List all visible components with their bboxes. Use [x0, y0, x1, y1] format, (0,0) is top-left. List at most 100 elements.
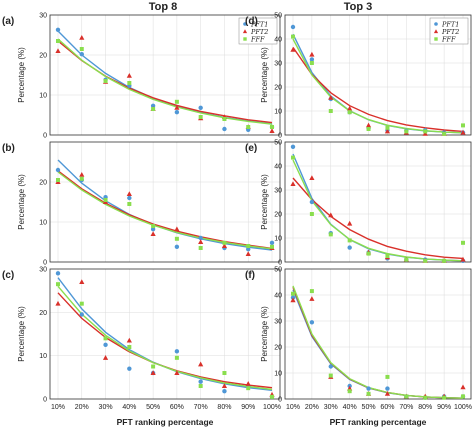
plot-frame — [49, 141, 281, 263]
point-fff — [270, 244, 274, 249]
point-fff — [291, 155, 295, 160]
y-axis-label: Percentage (%) — [17, 174, 26, 230]
y-tick-label: 20 — [274, 85, 282, 92]
point-fff — [442, 395, 447, 400]
point-fff — [56, 178, 60, 182]
point-pft1 — [366, 386, 371, 391]
point-fff — [270, 394, 274, 399]
point-fff — [385, 125, 390, 130]
panel-label: (c) — [2, 270, 14, 281]
point-fff — [222, 117, 227, 121]
point-pft1 — [347, 245, 352, 250]
x-axis-label: PFT ranking percentage — [330, 417, 427, 427]
point-fff — [366, 251, 371, 256]
y-axis-label: Percentage (%) — [260, 306, 269, 362]
point-pft1 — [222, 389, 227, 394]
point-pft1 — [290, 144, 296, 149]
point-pft2 — [384, 128, 391, 134]
y-tick-label: 30 — [274, 319, 282, 326]
panel-label: (a) — [2, 16, 14, 27]
x-tick-label: 10% — [286, 404, 300, 411]
point-fff — [174, 355, 179, 360]
point-fff — [198, 115, 203, 119]
point-pft1 — [174, 349, 180, 354]
point-pft1 — [385, 386, 390, 391]
point-pft1 — [198, 105, 203, 111]
point-pft1 — [55, 167, 61, 173]
point-pft1 — [150, 103, 156, 109]
point-fff — [404, 257, 409, 262]
point-pft1 — [290, 24, 296, 30]
y-tick-label: 10 — [39, 220, 47, 227]
point-pft1 — [328, 364, 333, 369]
legend-marker — [243, 22, 247, 26]
point-fff — [461, 123, 465, 128]
x-tick-label: 80% — [418, 404, 432, 411]
point-fff — [309, 289, 314, 294]
point-pft2 — [198, 361, 204, 367]
fit-line-pft1 — [57, 159, 273, 251]
point-pft1 — [127, 366, 132, 371]
point-pft1 — [309, 199, 315, 205]
point-fff — [347, 110, 352, 115]
point-fff — [347, 389, 352, 394]
point-fff — [198, 384, 203, 388]
panel-label: (f) — [245, 270, 255, 281]
point-fff — [246, 244, 251, 248]
x-tick-label: 80% — [217, 404, 231, 411]
point-fff — [442, 258, 447, 263]
y-tick-label: 0 — [43, 397, 47, 404]
point-fff — [291, 34, 295, 39]
y-tick-label: 40 — [274, 37, 282, 44]
x-tick-label: 100% — [263, 404, 281, 411]
y-tick-label: 10 — [274, 109, 282, 116]
plot-frame — [49, 14, 281, 136]
point-fff — [246, 386, 251, 391]
point-pft2 — [245, 251, 251, 256]
panel-label: (b) — [2, 143, 15, 154]
point-fff — [198, 246, 203, 250]
point-fff — [404, 129, 409, 134]
point-fff — [385, 374, 390, 379]
fit-line-fff — [292, 159, 464, 262]
point-pft2 — [126, 337, 132, 343]
point-fff — [56, 282, 60, 287]
point-pft1 — [246, 247, 251, 252]
legend-marker — [243, 37, 247, 41]
legend-marker — [242, 29, 248, 34]
point-pft1 — [174, 110, 180, 115]
point-pft2 — [245, 381, 251, 386]
point-pft2 — [309, 51, 315, 57]
column-title-top3: Top 3 — [344, 1, 373, 13]
legend-marker — [434, 22, 438, 26]
point-pft1 — [103, 342, 108, 348]
point-pft2 — [290, 297, 296, 303]
point-fff — [423, 395, 428, 400]
y-axis-label: Percentage (%) — [17, 306, 26, 362]
point-pft2 — [126, 191, 132, 196]
legend-entry: PFT2 — [250, 28, 268, 36]
point-pft1 — [150, 227, 156, 232]
point-pft1 — [198, 235, 203, 241]
point-pft1 — [79, 312, 84, 317]
y-tick-label: 0 — [43, 260, 47, 267]
y-tick-label: 30 — [274, 61, 282, 68]
point-pft2 — [290, 47, 296, 52]
y-axis-label: Percentage (%) — [260, 174, 269, 230]
point-fff — [151, 224, 156, 228]
y-tick-label: 0 — [278, 133, 282, 140]
point-pft2 — [460, 129, 466, 135]
point-pft1 — [309, 320, 315, 325]
point-fff — [461, 394, 465, 399]
point-pft1 — [222, 126, 227, 132]
point-fff — [222, 240, 227, 245]
point-fff — [347, 238, 352, 243]
y-tick-label: 30 — [39, 13, 47, 20]
point-pft2 — [198, 239, 204, 244]
fit-line-fff — [292, 285, 464, 399]
